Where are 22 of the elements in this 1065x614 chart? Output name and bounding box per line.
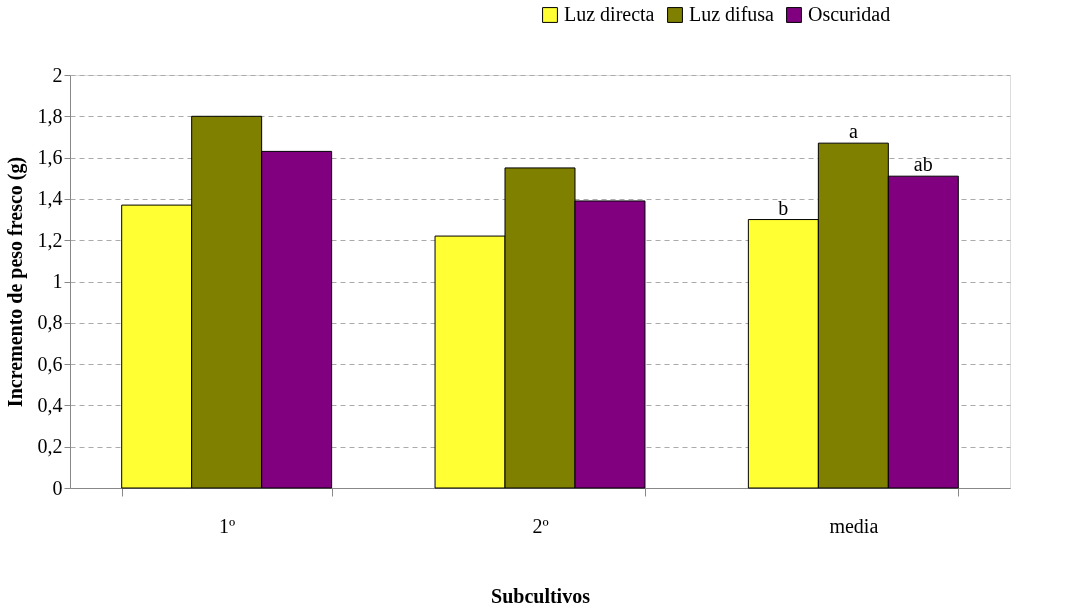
y-tick-label: 1,2 (37, 228, 63, 251)
x-tick-label: media (829, 514, 879, 537)
y-tick-label: 0,6 (37, 352, 63, 375)
y-tick-label: 0,8 (37, 311, 63, 334)
y-tick-label: 2 (52, 63, 63, 86)
legend-label: Oscuridad (808, 3, 891, 25)
annotation: b (778, 196, 789, 219)
y-tick-label: 1,4 (37, 187, 63, 210)
y-tick-label: 1 (52, 270, 63, 292)
x-tick-label: 1º (219, 514, 236, 537)
y-tick-label: 0,4 (37, 393, 63, 416)
y-tick-label: 1,6 (37, 146, 63, 169)
x-tick-label: 2º (532, 514, 549, 537)
annotation: ab (913, 153, 933, 176)
legend-label: Luz difusa (689, 3, 775, 25)
annotation: a (848, 120, 858, 143)
legend-label: Luz directa (564, 3, 655, 25)
x-axis-title: Subcultivos (491, 584, 591, 607)
y-axis-title: Incremento de peso fresco (g) (3, 156, 27, 408)
y-tick-label: 0 (52, 476, 63, 499)
y-tick-label: 1,8 (37, 104, 63, 127)
y-tick-label: 0,2 (37, 435, 63, 458)
